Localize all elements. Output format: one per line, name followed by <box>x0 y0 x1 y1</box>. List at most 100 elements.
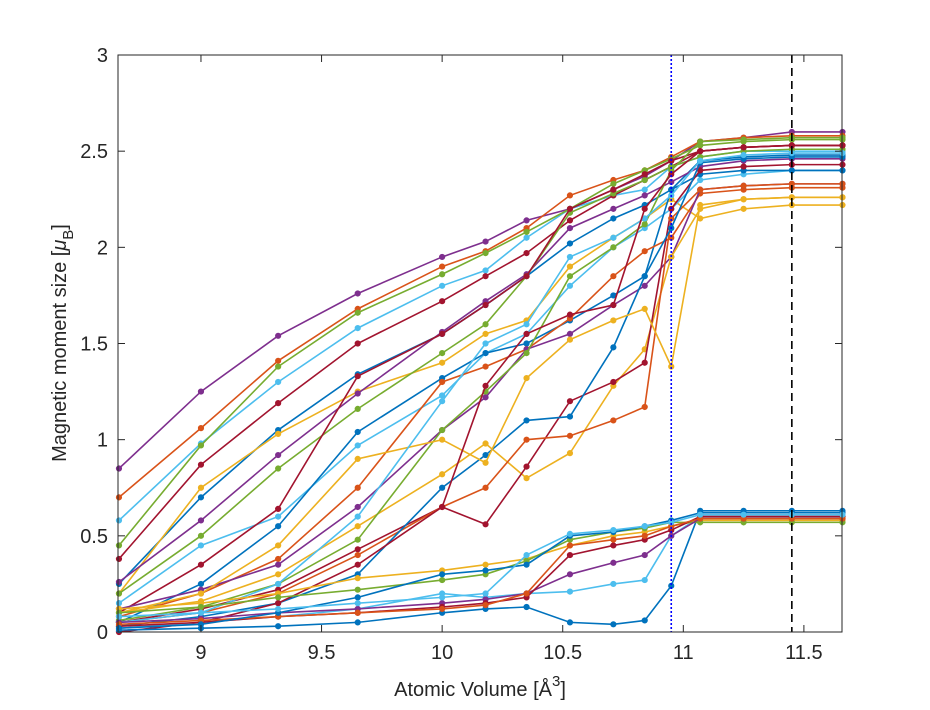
data-point <box>275 513 282 520</box>
data-point <box>197 484 205 491</box>
data-point <box>523 475 530 482</box>
data-point <box>197 580 205 588</box>
data-point <box>197 425 205 432</box>
data-point <box>523 330 530 337</box>
data-point <box>354 523 361 530</box>
data-point <box>697 148 704 155</box>
data-point <box>439 484 446 491</box>
x-tick-label: 9.5 <box>308 642 336 664</box>
data-point <box>566 432 574 439</box>
data-point <box>482 561 489 568</box>
data-point <box>566 336 574 343</box>
data-point <box>354 442 361 449</box>
data-point <box>566 225 574 232</box>
y-tick-label: 2 <box>97 237 108 259</box>
data-point <box>275 465 282 472</box>
data-point <box>439 605 446 613</box>
data-point <box>641 205 648 212</box>
data-point <box>610 536 617 543</box>
data-point <box>197 494 205 501</box>
data-point <box>523 561 530 568</box>
plot-area <box>118 55 842 632</box>
data-point <box>641 273 648 280</box>
data-point <box>641 576 648 584</box>
data-point <box>275 363 282 370</box>
data-point <box>566 330 574 337</box>
y-label-text: Magnetic moment size [ <box>49 250 71 462</box>
data-point <box>641 192 648 199</box>
data-point <box>275 400 282 407</box>
data-point <box>354 619 361 626</box>
data-point <box>641 282 648 289</box>
data-point <box>197 561 205 568</box>
data-point <box>523 350 530 357</box>
data-point <box>523 590 530 597</box>
data-point <box>610 559 617 566</box>
data-point <box>641 221 648 228</box>
x-tick-label: 10.5 <box>543 642 582 664</box>
data-point <box>641 176 648 184</box>
data-point <box>610 580 617 588</box>
data-point <box>740 205 747 212</box>
data-point <box>610 205 617 212</box>
data-point <box>523 250 530 257</box>
data-point <box>740 196 747 203</box>
data-point <box>115 625 123 632</box>
data-point <box>275 357 282 364</box>
data-point <box>740 136 747 143</box>
data-point <box>275 571 282 578</box>
data-point <box>354 575 361 582</box>
x-label-text: Atomic Volume [Å <box>394 678 553 701</box>
data-point <box>566 240 574 247</box>
data-point <box>566 205 574 212</box>
data-point <box>610 273 617 280</box>
data-point <box>197 442 205 449</box>
data-point <box>275 600 282 607</box>
data-point <box>439 378 446 386</box>
data-point <box>439 359 446 366</box>
data-point <box>482 590 489 597</box>
data-point <box>641 171 648 178</box>
data-point <box>275 505 282 513</box>
data-point <box>354 405 361 412</box>
data-point <box>354 609 361 616</box>
data-point <box>523 321 530 328</box>
data-point <box>115 578 123 586</box>
x-tick-label: 10 <box>431 642 453 664</box>
y-label-close: ] <box>49 224 71 230</box>
data-point <box>115 494 123 501</box>
data-point <box>610 301 617 309</box>
data-point <box>482 484 489 491</box>
data-point <box>740 163 747 170</box>
data-point <box>115 542 123 549</box>
data-point <box>354 484 361 491</box>
data-point <box>523 417 530 424</box>
data-point <box>482 238 489 245</box>
data-point <box>523 273 530 280</box>
data-point <box>439 576 446 584</box>
data-point <box>439 594 446 601</box>
data-point <box>354 546 361 553</box>
data-point <box>641 617 648 624</box>
data-point <box>439 330 446 337</box>
data-point <box>197 590 205 597</box>
data-point <box>482 267 489 274</box>
data-point <box>482 394 489 401</box>
data-point <box>275 542 282 549</box>
x-label-close: ] <box>560 679 566 701</box>
data-point <box>482 350 489 357</box>
data-point <box>482 363 489 370</box>
y-tick-label: 0.5 <box>80 526 108 548</box>
data-point <box>275 523 282 530</box>
data-point <box>439 503 446 511</box>
data-point <box>482 273 489 280</box>
data-point <box>566 530 574 538</box>
data-point <box>275 561 282 568</box>
data-point <box>482 382 489 389</box>
data-point <box>439 263 446 270</box>
data-point <box>523 551 530 559</box>
data-point <box>275 332 282 339</box>
x-label-sup: 3 <box>552 673 560 690</box>
data-point <box>610 344 617 351</box>
y-axis-label: Magnetic moment size [μB] <box>49 224 77 462</box>
